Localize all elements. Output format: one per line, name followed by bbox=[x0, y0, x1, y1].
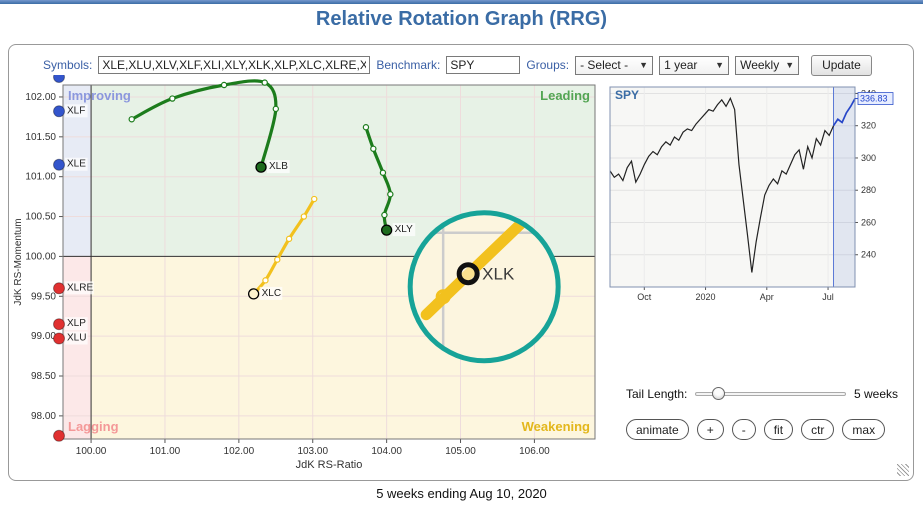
svg-text:98.00: 98.00 bbox=[31, 411, 56, 422]
svg-text:105.00: 105.00 bbox=[445, 446, 476, 457]
svg-text:98.50: 98.50 bbox=[31, 371, 56, 382]
edge-dot[interactable] bbox=[54, 75, 65, 83]
svg-text:XLU: XLU bbox=[67, 333, 86, 344]
svg-text:101.00: 101.00 bbox=[150, 446, 181, 457]
chevron-down-icon: ▼ bbox=[785, 60, 794, 70]
update-button[interactable]: Update bbox=[811, 55, 872, 76]
tail-length-control: Tail Length: 5 weeks bbox=[626, 386, 898, 402]
marker-XLY[interactable] bbox=[382, 225, 392, 235]
button-plus[interactable]: + bbox=[697, 419, 724, 440]
svg-text:XLF: XLF bbox=[67, 105, 85, 116]
button-minus[interactable]: - bbox=[732, 419, 756, 440]
resize-handle[interactable] bbox=[897, 464, 909, 476]
svg-text:Oct: Oct bbox=[637, 292, 652, 302]
svg-text:99.50: 99.50 bbox=[31, 291, 56, 302]
svg-text:XLRE: XLRE bbox=[67, 282, 93, 293]
toolbar: Symbols: Benchmark: Groups: - Select - ▼… bbox=[43, 54, 903, 76]
svg-text:Jul: Jul bbox=[822, 292, 834, 302]
button-max[interactable]: max bbox=[842, 419, 885, 440]
svg-text:102.00: 102.00 bbox=[224, 446, 255, 457]
svg-text:103.00: 103.00 bbox=[297, 446, 328, 457]
marker-XLC[interactable] bbox=[249, 289, 259, 299]
svg-text:XLP: XLP bbox=[67, 318, 86, 329]
svg-text:100.00: 100.00 bbox=[76, 446, 107, 457]
page: Relative Rotation Graph (RRG) Symbols: B… bbox=[0, 0, 923, 507]
benchmark-label: Benchmark: bbox=[376, 58, 440, 72]
edge-dot-XLE[interactable] bbox=[54, 159, 65, 170]
svg-text:Weakening: Weakening bbox=[522, 419, 590, 434]
svg-text:102.00: 102.00 bbox=[25, 92, 56, 103]
chart-buttons: animate +-fitctrmax bbox=[626, 419, 885, 440]
svg-text:JdK RS-Momentum: JdK RS-Momentum bbox=[13, 218, 24, 305]
interval-select[interactable]: Weekly ▼ bbox=[735, 56, 799, 75]
svg-text:Lagging: Lagging bbox=[68, 419, 119, 434]
edge-dot-XLP[interactable] bbox=[54, 319, 65, 330]
svg-text:100.00: 100.00 bbox=[25, 251, 56, 262]
svg-text:SPY: SPY bbox=[615, 88, 639, 102]
chevron-down-icon: ▼ bbox=[639, 60, 648, 70]
top-accent-bar bbox=[0, 0, 923, 4]
edge-dot[interactable] bbox=[54, 430, 65, 441]
svg-text:XLB: XLB bbox=[269, 161, 288, 172]
svg-text:2020: 2020 bbox=[696, 292, 716, 302]
svg-text:300: 300 bbox=[861, 153, 876, 163]
rrg-panel: Symbols: Benchmark: Groups: - Select - ▼… bbox=[8, 44, 914, 481]
slider-thumb[interactable] bbox=[712, 387, 725, 400]
marker-XLB[interactable] bbox=[256, 162, 266, 172]
chevron-down-icon: ▼ bbox=[715, 60, 724, 70]
symbols-label: Symbols: bbox=[43, 58, 92, 72]
button-ctr[interactable]: ctr bbox=[801, 419, 834, 440]
period-select-value: 1 year bbox=[664, 58, 697, 72]
tail-length-slider[interactable] bbox=[695, 387, 846, 401]
edge-dot-XLF[interactable] bbox=[54, 106, 65, 117]
svg-text:Apr: Apr bbox=[760, 292, 774, 302]
svg-text:280: 280 bbox=[861, 185, 876, 195]
edge-dot-XLRE[interactable] bbox=[54, 283, 65, 294]
svg-text:240: 240 bbox=[861, 250, 876, 260]
groups-label: Groups: bbox=[526, 58, 569, 72]
svg-text:260: 260 bbox=[861, 217, 876, 227]
benchmark-input[interactable] bbox=[446, 56, 520, 74]
svg-text:106.00: 106.00 bbox=[519, 446, 550, 457]
svg-text:XLK: XLK bbox=[482, 265, 515, 284]
svg-text:XLC: XLC bbox=[262, 288, 281, 299]
svg-text:99.00: 99.00 bbox=[31, 331, 56, 342]
groups-select[interactable]: - Select - ▼ bbox=[575, 56, 653, 75]
edge-dot-XLU[interactable] bbox=[54, 333, 65, 344]
symbols-input[interactable] bbox=[98, 56, 370, 74]
button-animate[interactable]: animate bbox=[626, 419, 689, 440]
groups-select-value: - Select - bbox=[580, 58, 628, 72]
svg-text:101.00: 101.00 bbox=[25, 172, 56, 183]
svg-text:Improving: Improving bbox=[68, 88, 131, 103]
page-title: Relative Rotation Graph (RRG) bbox=[0, 8, 923, 31]
rrg-chart[interactable]: 100.00 101.00 102.00 103.00 104.00 105.00 106.… bbox=[13, 75, 605, 473]
svg-text:336.83: 336.83 bbox=[860, 94, 888, 104]
period-select[interactable]: 1 year ▼ bbox=[659, 56, 729, 75]
spy-benchmark-chart: 240260280300320340Oct2020AprJul336.83SPY bbox=[607, 83, 897, 311]
tail-length-value: 5 weeks bbox=[854, 387, 898, 401]
svg-text:Leading: Leading bbox=[540, 88, 590, 103]
svg-text:101.50: 101.50 bbox=[25, 132, 56, 143]
footer-caption: 5 weeks ending Aug 10, 2020 bbox=[0, 486, 923, 501]
magnified-marker-XLK[interactable] bbox=[459, 265, 477, 283]
svg-text:JdK RS-Ratio: JdK RS-Ratio bbox=[296, 459, 363, 471]
svg-text:XLY: XLY bbox=[395, 224, 413, 235]
svg-text:104.00: 104.00 bbox=[371, 446, 402, 457]
svg-text:100.50: 100.50 bbox=[25, 212, 56, 223]
button-fit[interactable]: fit bbox=[764, 419, 793, 440]
svg-text:XLE: XLE bbox=[67, 159, 86, 170]
tail-length-label: Tail Length: bbox=[626, 387, 687, 401]
svg-text:320: 320 bbox=[861, 121, 876, 131]
interval-select-value: Weekly bbox=[740, 58, 779, 72]
